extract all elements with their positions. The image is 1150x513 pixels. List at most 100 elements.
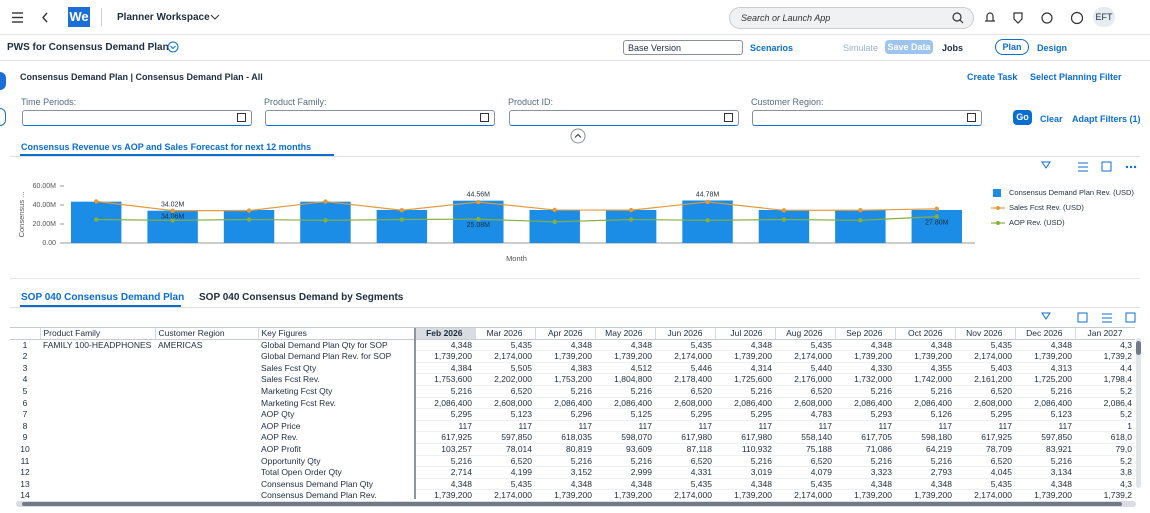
value-cell[interactable]: 5,435 — [655, 339, 715, 351]
value-cell[interactable]: 4,330 — [835, 362, 895, 374]
app-title[interactable]: Planner Workspace — [117, 12, 210, 23]
value-cell[interactable]: 5,295 — [715, 409, 775, 421]
filter-input[interactable] — [265, 110, 495, 126]
value-cell[interactable]: 2,174,000 — [955, 351, 1015, 363]
value-cell[interactable]: 5,296 — [535, 409, 595, 421]
column-header[interactable]: Oct 2026 — [895, 328, 955, 339]
value-cell[interactable]: 3,019 — [715, 467, 775, 479]
value-cell[interactable]: 6,520 — [775, 385, 835, 397]
value-cell[interactable]: 1,739,200 — [835, 490, 895, 499]
value-cell[interactable]: 5,216 — [715, 385, 775, 397]
value-cell[interactable]: 3,8 — [1075, 467, 1135, 479]
value-cell[interactable]: 117 — [955, 420, 1015, 432]
value-cell[interactable]: 1,739,200 — [715, 490, 775, 499]
value-cell[interactable]: 4,199 — [475, 467, 535, 479]
value-cell[interactable]: 117 — [655, 420, 715, 432]
value-cell[interactable]: 5,216 — [1015, 385, 1075, 397]
value-cell[interactable]: 5,446 — [655, 362, 715, 374]
value-cell[interactable]: 4,348 — [415, 478, 475, 490]
value-cell[interactable]: 117 — [895, 420, 955, 432]
value-cell[interactable]: 5,435 — [475, 478, 535, 490]
value-cell[interactable]: 5,216 — [595, 455, 655, 467]
value-cell[interactable]: 6,520 — [475, 455, 535, 467]
value-cell[interactable]: 110,932 — [715, 443, 775, 455]
value-cell[interactable]: 4,331 — [655, 467, 715, 479]
filter-input[interactable] — [22, 110, 252, 126]
value-cell[interactable]: 4,348 — [595, 339, 655, 351]
value-cell[interactable]: 2,174,000 — [475, 351, 535, 363]
column-header[interactable]: Jan 2027 — [1075, 328, 1135, 339]
value-cell[interactable]: 5,126 — [895, 409, 955, 421]
value-cell[interactable]: 2,608,000 — [775, 397, 835, 409]
value-cell[interactable]: 4,313 — [1015, 362, 1075, 374]
value-cell[interactable]: 4,348 — [895, 478, 955, 490]
logo[interactable]: We — [68, 7, 90, 27]
value-cell[interactable]: 1,739,200 — [595, 490, 655, 499]
value-cell[interactable]: 3,152 — [535, 467, 595, 479]
table-toolbar[interactable] — [1040, 311, 1140, 325]
value-cell[interactable]: 6,520 — [655, 455, 715, 467]
column-header[interactable]: Jun 2026 — [655, 328, 715, 339]
value-cell[interactable]: 78,709 — [955, 443, 1015, 455]
value-cell[interactable]: 5,216 — [835, 385, 895, 397]
value-cell[interactable]: 75,188 — [775, 443, 835, 455]
value-cell[interactable]: 1,798,4 — [1075, 374, 1135, 386]
value-cell[interactable]: 2,608,000 — [475, 397, 535, 409]
table-tab[interactable]: SOP 040 Consensus Demand by Segments — [199, 292, 403, 303]
value-cell[interactable]: 5,216 — [535, 455, 595, 467]
plan-button[interactable]: Plan — [995, 39, 1029, 55]
value-cell[interactable]: 5,440 — [775, 362, 835, 374]
value-cell[interactable]: 617,925 — [955, 432, 1015, 444]
value-cell[interactable]: 87,118 — [655, 443, 715, 455]
value-cell[interactable]: 3,134 — [1015, 467, 1075, 479]
value-cell[interactable]: 5,435 — [775, 478, 835, 490]
value-cell[interactable]: 2,999 — [595, 467, 655, 479]
value-help[interactable] — [967, 113, 976, 122]
value-cell[interactable]: 5,216 — [415, 385, 475, 397]
value-cell[interactable]: 5,2 — [1075, 409, 1135, 421]
value-cell[interactable]: 1,739,200 — [415, 490, 475, 499]
value-cell[interactable]: 2,161,200 — [955, 374, 1015, 386]
value-cell[interactable]: 5,295 — [955, 409, 1015, 421]
value-cell[interactable]: 4,348 — [895, 339, 955, 351]
value-cell[interactable]: 6,520 — [655, 385, 715, 397]
collapse-button[interactable] — [570, 128, 586, 144]
adapt-filters[interactable]: Adapt Filters (1) — [1072, 114, 1141, 124]
value-cell[interactable]: 4,348 — [835, 478, 895, 490]
value-cell[interactable]: 4,348 — [535, 478, 595, 490]
filter-input[interactable] — [509, 110, 739, 126]
value-cell[interactable]: 1,804,800 — [595, 374, 655, 386]
value-cell[interactable]: 2,176,000 — [775, 374, 835, 386]
value-cell[interactable]: 5,435 — [955, 339, 1015, 351]
value-cell[interactable]: 5,216 — [895, 455, 955, 467]
value-cell[interactable]: 64,219 — [895, 443, 955, 455]
value-cell[interactable]: 1,739,200 — [535, 490, 595, 499]
value-cell[interactable]: 5,216 — [535, 385, 595, 397]
clear-button[interactable]: Clear — [1040, 114, 1063, 124]
value-cell[interactable]: 117 — [835, 420, 895, 432]
v-scroll-thumb[interactable] — [1136, 341, 1141, 355]
value-cell[interactable]: 618,0 — [1075, 432, 1135, 444]
chart-toolbar[interactable] — [1040, 160, 1140, 174]
value-cell[interactable]: 5,295 — [415, 409, 475, 421]
title-icon[interactable] — [167, 41, 179, 53]
filter-input[interactable] — [752, 110, 982, 126]
value-cell[interactable]: 2,174,000 — [955, 490, 1015, 499]
value-cell[interactable]: 5,435 — [655, 478, 715, 490]
value-cell[interactable]: 5,123 — [1015, 409, 1075, 421]
jobs-button[interactable]: Jobs — [942, 43, 963, 53]
value-cell[interactable]: 2,086,400 — [415, 397, 475, 409]
column-header[interactable]: Key Figures — [258, 328, 415, 339]
value-cell[interactable]: 4,045 — [955, 467, 1015, 479]
value-cell[interactable]: 4,348 — [715, 478, 775, 490]
value-cell[interactable]: 2,086,400 — [1015, 397, 1075, 409]
value-cell[interactable]: 2,174,000 — [775, 490, 835, 499]
value-cell[interactable]: 617,925 — [415, 432, 475, 444]
value-cell[interactable]: 117 — [775, 420, 835, 432]
value-cell[interactable]: 4,3 — [1075, 339, 1135, 351]
column-header[interactable]: Feb 2026 — [415, 328, 475, 339]
column-header[interactable]: May 2026 — [595, 328, 655, 339]
value-cell[interactable]: 2,202,000 — [475, 374, 535, 386]
value-cell[interactable]: 1,739,2 — [1075, 490, 1135, 499]
value-cell[interactable]: 4,348 — [415, 339, 475, 351]
